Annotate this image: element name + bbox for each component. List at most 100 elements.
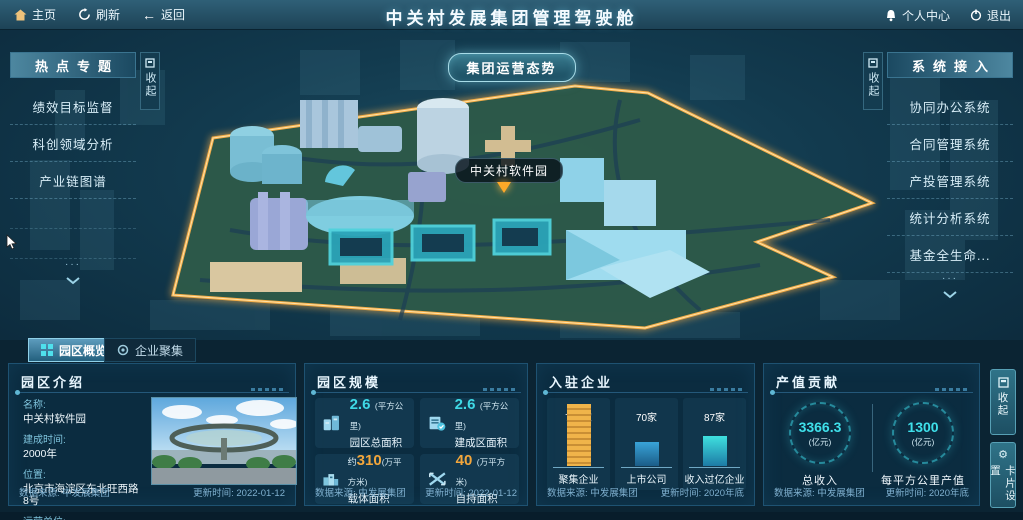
park-marker-pin-icon — [497, 182, 511, 193]
logout-button[interactable]: 退出 — [970, 7, 1011, 24]
field-label: 建成时间: — [23, 435, 66, 447]
output-value-panel: 产值贡献 3366.3 (亿元) 总收入 1300 (亿元) 每平方公里产值 数… — [763, 363, 980, 506]
bar-column: 70家 上市公司 — [615, 398, 678, 490]
stat-built-area: 2.6 (平方公里) 建成区面积 — [420, 396, 519, 449]
empty-slot — [10, 199, 136, 229]
empty-slot — [10, 229, 136, 259]
data-source: 数据来源: 中发展集团 — [19, 488, 110, 499]
top-bar: 主页 刷新 ← 返回 中关村发展集团管理驾驶舱 个人中心 退出 — [0, 0, 1023, 30]
hot-topic-item[interactable]: 科创领域分析 — [10, 125, 136, 162]
panel-header-decoration — [935, 388, 969, 391]
chevron-down-icon — [66, 277, 80, 285]
collapse-label: 收起 — [867, 72, 879, 98]
update-time: 更新时间: 2022-01-12 — [425, 488, 517, 499]
bar — [702, 436, 727, 466]
hot-topics-title: 热点专题 — [10, 52, 136, 78]
data-source: 数据来源: 中发展集团 — [315, 488, 406, 499]
cards-collapse-button[interactable]: 收起 — [990, 369, 1016, 435]
park-intro-panel: 园区介绍 名称: 中关村软件园 建成时间: 2000年 位置: 北京市海淀区东北… — [8, 363, 297, 520]
header-divider — [15, 390, 289, 395]
page-title: 中关村发展集团管理驾驶舱 — [385, 9, 638, 28]
back-arrow-icon: ← — [142, 6, 157, 23]
map-3d-scene[interactable]: 集团运营态势 中关村软件园 — [0, 30, 1023, 340]
scroll-down-button[interactable] — [887, 287, 1013, 299]
system-item[interactable]: 产投管理系统 — [887, 162, 1013, 199]
data-source: 数据来源: 中发展集团 — [774, 488, 865, 499]
panel-title: 产值贡献 — [776, 375, 841, 390]
field-label: 运营单位: — [23, 513, 141, 520]
home-button[interactable]: 主页 — [14, 6, 56, 23]
chevron-down-icon — [943, 291, 957, 299]
park-scale-panel: 园区规模 2.6 (平方公里) 园区总面积 2.6 (平方公里) 建成区面积 约… — [304, 363, 528, 506]
header-divider — [543, 390, 748, 395]
group-operation-mode-button[interactable]: 集团运营态势 — [447, 53, 576, 82]
collapse-label: 收起 — [996, 392, 1009, 417]
bar-category: 聚集企业 — [558, 475, 599, 486]
bottom-tab-bar: 园区概览 企业聚集 — [0, 338, 1023, 362]
gauge-total-revenue: 3366.3 (亿元) 总收入 — [778, 402, 862, 488]
field-value: 北京市海淀区东北旺西路8号 — [23, 483, 139, 508]
panel-header-decoration — [710, 388, 744, 391]
personal-center-button[interactable]: 个人中心 — [885, 7, 950, 24]
data-source: 数据来源: 中发展集团 — [547, 488, 638, 499]
stat-carrier-area: 约310(万平方米) 载体面积 — [315, 452, 414, 505]
building-cluster-icon — [323, 474, 339, 486]
bar-value: 70家 — [635, 413, 658, 424]
tab-label: 企业聚集 — [135, 343, 184, 358]
header-divider — [770, 390, 973, 395]
enterprise-bar-chart: 700家 聚集企业 70家 上市公司 87家 收入过亿企业 — [547, 398, 746, 490]
bar-category: 收入过亿企业 — [684, 475, 745, 486]
hot-topic-item[interactable]: 产业链图谱 — [10, 162, 136, 199]
bar-column: 700家 聚集企业 — [547, 398, 610, 490]
system-item[interactable]: 协同办公系统 — [887, 88, 1013, 125]
stat-self-owned-area: 40 (万平方米) 自持面积 — [420, 452, 519, 505]
circle-icon — [117, 344, 129, 356]
panel-title: 园区规模 — [317, 375, 382, 390]
hot-topic-item[interactable]: 绩效目标监督 — [10, 88, 136, 125]
system-access-title: 系统接入 — [887, 52, 1013, 78]
park-marker-label[interactable]: 中关村软件园 — [455, 158, 564, 183]
bottom-strip — [0, 512, 1023, 520]
grid-icon — [41, 344, 53, 356]
collapse-icon — [868, 58, 878, 68]
system-item[interactable]: 统计分析系统 — [887, 199, 1013, 236]
header-divider — [311, 390, 521, 395]
back-button[interactable]: ← 返回 — [142, 6, 185, 23]
park-buildings — [210, 98, 710, 298]
hot-topics-panel: 热点专题 收起 绩效目标监督 科创领域分析 产业链图谱 ··· — [10, 52, 160, 285]
field-label: 名称: — [23, 400, 46, 411]
update-time: 更新时间: 2020年底 — [660, 488, 744, 499]
more-indicator: ··· — [65, 259, 81, 270]
power-icon — [970, 9, 982, 21]
refresh-icon — [79, 8, 90, 20]
hot-topics-collapse-button[interactable]: 收起 — [140, 52, 160, 110]
stat-total-area: 2.6 (平方公里) 园区总面积 — [315, 396, 414, 449]
tab-enterprise-cluster[interactable]: 企业聚集 — [104, 338, 197, 362]
back-label: 返回 — [161, 8, 186, 22]
refresh-button[interactable]: 刷新 — [78, 6, 120, 23]
buildings-icon — [323, 415, 339, 431]
update-time: 更新时间: 2022-01-12 — [193, 488, 285, 499]
bar-category: 上市公司 — [626, 475, 667, 486]
home-label: 主页 — [32, 8, 57, 22]
gauge-ring: 3366.3 (亿元) — [789, 402, 851, 464]
panel-header-decoration — [483, 388, 517, 391]
map-graphics — [20, 40, 998, 338]
bell-icon — [886, 9, 895, 21]
bar — [566, 404, 591, 466]
personal-center-label: 个人中心 — [901, 8, 950, 23]
gauge-per-km-output: 1300 (亿元) 每平方公里产值 — [881, 402, 965, 488]
system-item[interactable]: 合同管理系统 — [887, 125, 1013, 162]
card-settings-button[interactable]: ⚙ 卡片设置 — [989, 442, 1016, 508]
bar-value: 87家 — [703, 413, 726, 424]
crossed-arrows-icon — [429, 472, 446, 486]
panel-title: 园区介绍 — [21, 375, 86, 390]
system-item[interactable]: 基金全生命... — [887, 236, 1013, 273]
field-label: 位置: — [23, 470, 46, 482]
panel-title: 入驻企业 — [549, 375, 614, 390]
system-access-collapse-button[interactable]: 收起 — [863, 52, 883, 110]
scroll-down-button[interactable] — [10, 273, 136, 285]
collapse-label: 收起 — [144, 72, 156, 98]
mouse-cursor — [6, 234, 17, 250]
gauge-ring: 1300 (亿元) — [892, 402, 954, 464]
